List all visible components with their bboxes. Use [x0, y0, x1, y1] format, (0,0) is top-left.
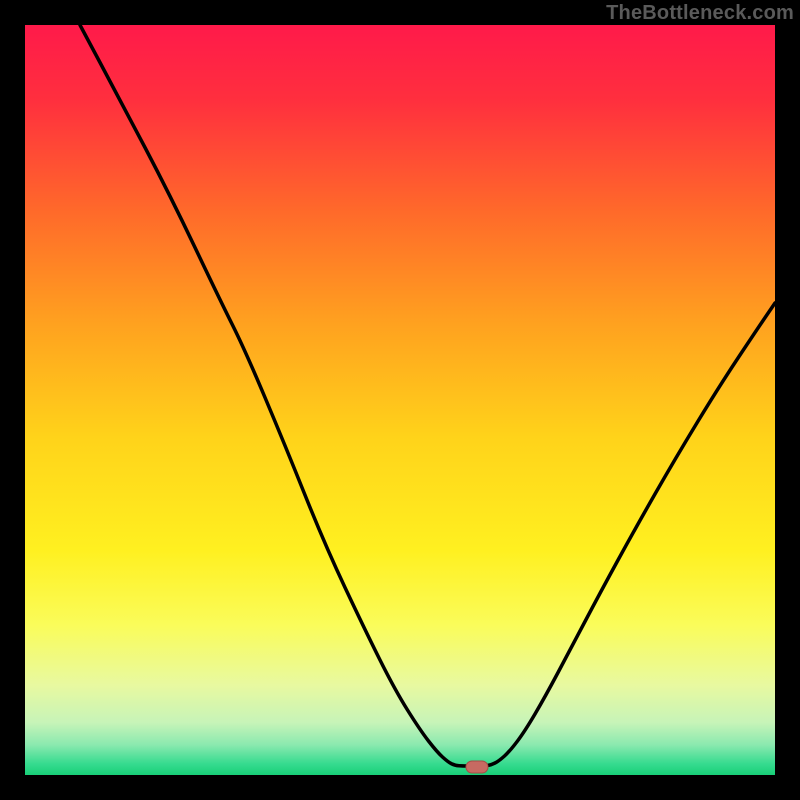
- optimal-point-marker: [466, 761, 488, 773]
- gradient-background: [25, 25, 775, 775]
- chart-container: TheBottleneck.com: [0, 0, 800, 800]
- gradient-v-chart: [25, 25, 775, 775]
- watermark-text: TheBottleneck.com: [606, 2, 794, 25]
- plot-area: [25, 25, 775, 775]
